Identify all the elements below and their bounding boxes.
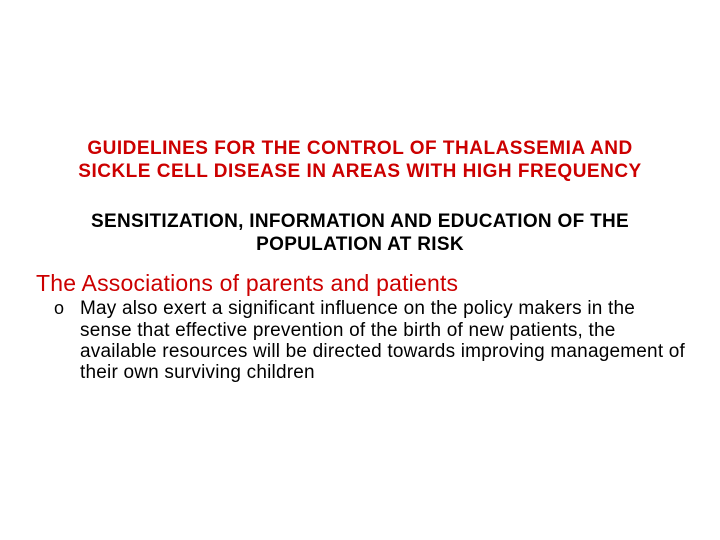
section-header: The Associations of parents and patients [0, 271, 720, 296]
subtitle: SENSITIZATION, INFORMATION AND EDUCATION… [0, 210, 720, 258]
bullet-marker: o [54, 298, 64, 319]
bullet-text: May also exert a significant influence o… [80, 298, 690, 383]
title-line-2: SICKLE CELL DISEASE IN AREAS WITH HIGH F… [0, 161, 720, 184]
title-line-1: GUIDELINES FOR THE CONTROL OF THALASSEMI… [0, 138, 720, 161]
slide: GUIDELINES FOR THE CONTROL OF THALASSEMI… [0, 0, 720, 540]
bullet-item: o May also exert a significant influence… [0, 298, 720, 383]
